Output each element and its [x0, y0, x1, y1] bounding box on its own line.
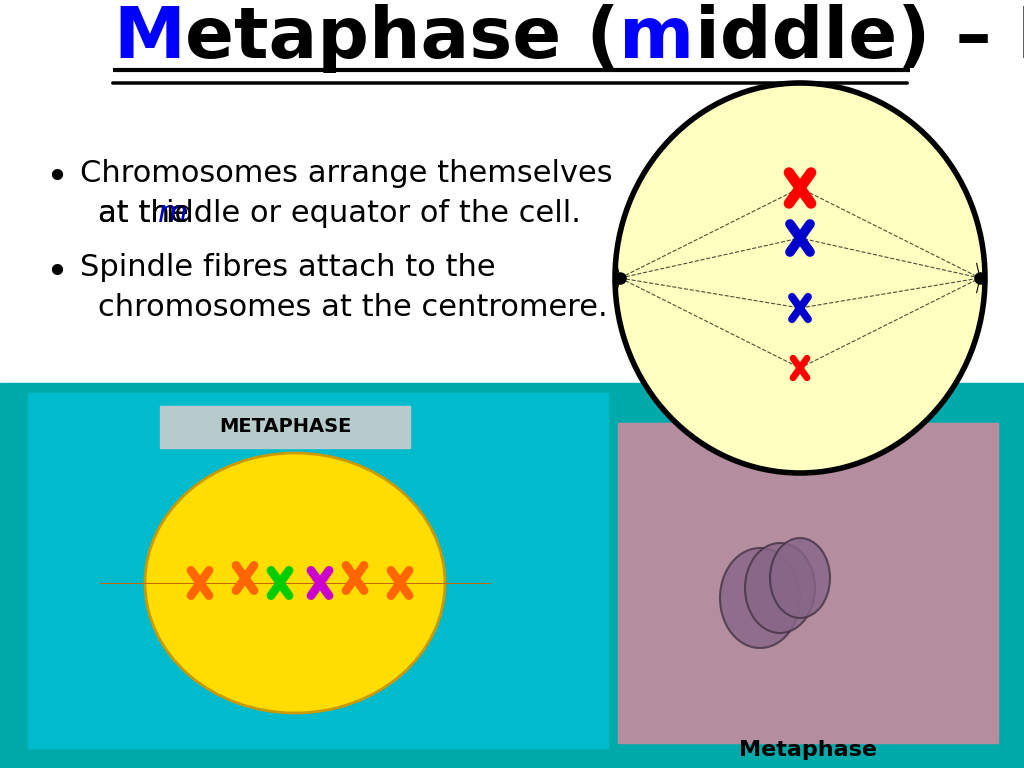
Text: at the: at the — [98, 198, 199, 227]
Bar — [160, 406, 410, 448]
Ellipse shape — [145, 453, 445, 713]
Text: etaphase (: etaphase ( — [185, 4, 620, 73]
Ellipse shape — [745, 543, 815, 633]
Bar — [618, 423, 998, 743]
Text: M: M — [113, 4, 185, 73]
Text: iddle or equator of the cell.: iddle or equator of the cell. — [166, 198, 581, 227]
Text: Chromosomes arrange themselves: Chromosomes arrange themselves — [80, 158, 612, 187]
Text: •: • — [45, 159, 68, 197]
Bar — [28, 393, 608, 748]
Text: Spindle fibres attach to the: Spindle fibres attach to the — [80, 253, 496, 283]
Text: •: • — [45, 254, 68, 292]
Text: m: m — [620, 4, 694, 73]
Text: m: m — [158, 198, 187, 227]
Ellipse shape — [615, 83, 985, 473]
Text: chromosomes at the centromere.: chromosomes at the centromere. — [98, 293, 607, 323]
Text: iddle) – P: iddle) – P — [694, 4, 1024, 73]
Text: at the: at the — [98, 198, 199, 227]
Bar — [0, 383, 1024, 768]
Bar — [618, 423, 998, 743]
Ellipse shape — [770, 538, 830, 618]
Ellipse shape — [720, 548, 800, 648]
Text: METAPHASE: METAPHASE — [219, 416, 351, 435]
Text: Metaphase: Metaphase — [739, 740, 877, 760]
